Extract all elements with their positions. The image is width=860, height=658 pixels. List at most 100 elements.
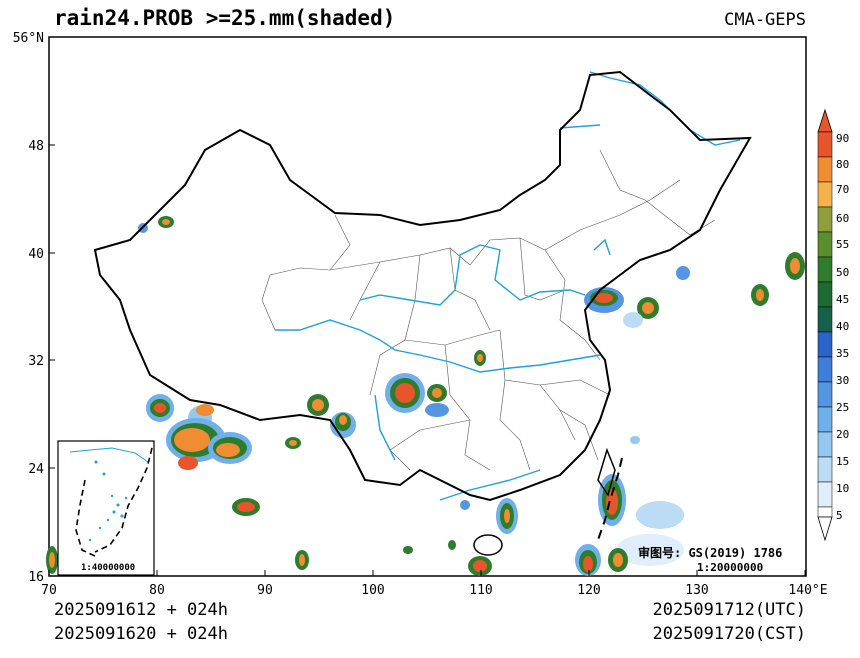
- probability-shading: [46, 216, 805, 576]
- colorbar-label: 90: [836, 132, 849, 145]
- colorbar-swatch: [817, 131, 833, 158]
- river-segment: [559, 124, 601, 129]
- x-tick-labels: 70 80 90 100 110 120 130 140°E: [41, 583, 827, 598]
- province-boundaries: [261, 149, 716, 471]
- prob-region: [477, 354, 483, 362]
- x-tick-label: 90: [257, 583, 273, 598]
- map-frame: [48, 36, 807, 577]
- colorbar-label: 60: [836, 212, 849, 225]
- inset-islands: [88, 460, 128, 542]
- colorbar-swatch: [817, 506, 833, 518]
- x-tick-label: 130: [685, 583, 708, 598]
- x-tick-label: 110: [469, 583, 492, 598]
- init-time-cst: 2025091620 + 024h: [54, 624, 228, 644]
- colorbar-label: 55: [836, 238, 849, 251]
- colorbar-swatch: [817, 406, 833, 433]
- colorbar-swatch: [817, 206, 833, 233]
- island: [98, 526, 102, 530]
- valid-time-cst: 2025091720(CST): [652, 624, 806, 644]
- prob-region: [504, 509, 510, 523]
- axis-ticks: [48, 36, 806, 577]
- colorbar-label: 40: [836, 320, 849, 333]
- colorbar-swatch: [817, 356, 833, 383]
- colorbar-label: 25: [836, 401, 849, 414]
- prob-region: [473, 560, 487, 572]
- y-tick-label: 56°N: [13, 31, 44, 46]
- yangtze-river: [275, 319, 601, 373]
- province-line: [559, 409, 599, 461]
- colorbar-swatch: [817, 331, 833, 358]
- valid-time-utc: 2025091712(UTC): [652, 600, 806, 620]
- province-line: [559, 279, 601, 361]
- y-tick-label: 16: [28, 570, 44, 585]
- colorbar-label: 5: [836, 509, 843, 522]
- map-scale: 1:20000000: [697, 561, 764, 574]
- prob-region: [174, 428, 210, 452]
- prob-region: [49, 552, 55, 568]
- colorbar-label: 20: [836, 428, 849, 441]
- province-line: [499, 379, 531, 471]
- init-time-utc: 2025091612 + 024h: [54, 600, 228, 620]
- island: [116, 503, 120, 507]
- map-approval-number: 审图号: GS(2019) 1786: [638, 546, 783, 560]
- colorbar-label: 10: [836, 482, 849, 495]
- island: [88, 538, 92, 542]
- colorbar-label: 50: [836, 266, 849, 279]
- prob-region: [395, 383, 415, 403]
- prob-region: [448, 540, 456, 550]
- province-line: [261, 214, 351, 331]
- prob-region: [676, 266, 690, 280]
- colorbar: [817, 108, 833, 542]
- island: [120, 514, 124, 518]
- rivers: [275, 71, 741, 501]
- x-tick-label: 140°E: [788, 583, 827, 598]
- island: [124, 496, 128, 500]
- river-segment: [374, 394, 396, 461]
- prob-region: [289, 440, 297, 446]
- inset-maritime-line: [94, 447, 153, 553]
- colorbar-swatch: [817, 306, 833, 333]
- prob-region: [642, 302, 654, 314]
- colorbar-label: 45: [836, 293, 849, 306]
- inset-frame: [57, 440, 155, 576]
- inset-maritime-line: [75, 479, 96, 557]
- prob-region: [216, 443, 240, 457]
- river-segment: [593, 238, 611, 256]
- island: [94, 460, 98, 464]
- prob-region: [312, 399, 324, 411]
- prob-region: [583, 556, 593, 572]
- y-tick-label: 24: [28, 462, 44, 477]
- province-line: [519, 237, 566, 301]
- prob-region: [790, 258, 800, 274]
- prob-region: [178, 456, 198, 470]
- x-tick-label: 120: [577, 583, 600, 598]
- colorbar-swatch: [817, 431, 833, 458]
- colorbar-swatch: [817, 256, 833, 283]
- y-tick-label: 40: [28, 247, 44, 262]
- province-line: [389, 419, 471, 471]
- colorbar-bottom-arrow: [817, 516, 833, 542]
- island: [102, 472, 106, 476]
- heilong-river: [589, 71, 741, 146]
- colorbar-swatch: [817, 481, 833, 508]
- prob-region: [606, 489, 618, 515]
- colorbar-swatch: [817, 156, 833, 183]
- colorbar-swatch: [817, 456, 833, 483]
- y-tick-label: 48: [28, 139, 44, 154]
- prob-region: [299, 554, 305, 566]
- yellow-river: [359, 244, 586, 306]
- colorbar-labels: 90 80 70 60 55 50 45 40 35 30 25 20 15 1…: [836, 132, 849, 522]
- prob-region: [425, 403, 449, 417]
- pearl-river: [439, 469, 541, 501]
- prob-region: [339, 415, 347, 425]
- colorbar-top-arrow: [817, 108, 833, 133]
- prob-region: [196, 404, 214, 416]
- colorbar-label: 30: [836, 374, 849, 387]
- prob-region: [154, 403, 166, 413]
- south-china-sea-inset: [57, 440, 155, 576]
- china-border: [93, 70, 752, 502]
- prob-region: [162, 219, 170, 225]
- prob-region: [403, 546, 413, 554]
- taiwan-island: [597, 447, 616, 497]
